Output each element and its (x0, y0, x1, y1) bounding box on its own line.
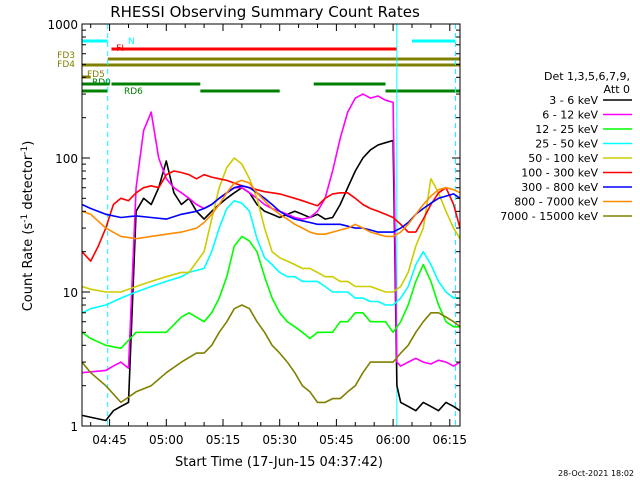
legend-label-4: 50 - 100 keV (528, 152, 598, 165)
y-axis-label-mid: detector (21, 154, 36, 214)
legend-header-line2: Att 0 (604, 83, 630, 96)
flag-label-rd0: RD0 (92, 78, 111, 88)
series-line-2 (81, 235, 460, 350)
y-tick-label-0: 1 (70, 420, 78, 434)
series-line-7 (81, 179, 461, 240)
y-axis-ticks: 1 10 100 1000 (47, 18, 460, 434)
x-tick-label-6: 06:15 (432, 433, 467, 447)
flag-label-fd4: FD4 (57, 60, 75, 70)
y-tick-label-1: 10 (63, 286, 78, 300)
x-tick-label-2: 05:15 (206, 433, 241, 447)
x-tick-label-1: 05:00 (149, 433, 184, 447)
legend-label-6: 300 - 800 keV (521, 181, 598, 194)
x-tick-label-4: 05:45 (319, 433, 354, 447)
series-lines (81, 93, 461, 422)
x-axis-ticks: 04:45 05:00 05:15 05:30 05:45 06:00 06:15 (90, 24, 467, 447)
x-tick-label-0: 04:45 (92, 433, 127, 447)
legend: Det 1,3,5,6,7,9, Att 0 3 - 6 keV 6 - 12 k… (500, 70, 632, 223)
footer-timestamp: 28-Oct-2021 18:02 (558, 469, 634, 478)
legend-label-8: 7000 - 15000 keV (500, 210, 598, 223)
series-line-4 (81, 157, 461, 293)
y-axis-label-main: Count Rate (s (21, 223, 36, 312)
x-tick-label-3: 05:30 (262, 433, 297, 447)
flag-label-rd6: RD6 (124, 87, 143, 97)
legend-header-line1: Det 1,3,5,6,7,9, (544, 70, 630, 83)
series-line-1 (81, 93, 461, 374)
series-line-6 (81, 185, 461, 233)
legend-label-5: 100 - 300 keV (521, 167, 598, 180)
flag-label-fi: FI (116, 44, 124, 54)
flag-label-n: N (128, 37, 135, 47)
legend-label-0: 3 - 6 keV (549, 94, 598, 107)
legend-label-2: 12 - 25 keV (535, 123, 598, 136)
flag-label-fd3: FD3 (57, 51, 75, 61)
legend-label-1: 6 - 12 keV (542, 109, 598, 122)
x-axis-label: Start Time (17-Jun-15 04:37:42) (175, 455, 383, 470)
y-tick-label-2: 100 (55, 152, 78, 166)
y-axis-label-sup1: -1 (20, 214, 30, 223)
y-axis-label: Count Rate (s-1 detector-1) (20, 141, 36, 312)
y-tick-label-3: 1000 (47, 18, 78, 32)
plot-frame (81, 23, 461, 427)
legend-label-7: 800 - 7000 keV (514, 196, 598, 209)
y-axis-label-end: ) (21, 141, 36, 146)
chart-title: RHESSI Observing Summary Count Rates (110, 3, 420, 21)
flag-label-fd5: FD5 (87, 70, 105, 80)
series-line-8 (81, 304, 461, 404)
x-tick-label-5: 06:00 (376, 433, 411, 447)
series-line-3 (81, 199, 460, 314)
legend-label-3: 25 - 50 keV (535, 138, 598, 151)
y-axis-label-sup2: -1 (20, 146, 30, 155)
series-line-5 (81, 170, 461, 262)
